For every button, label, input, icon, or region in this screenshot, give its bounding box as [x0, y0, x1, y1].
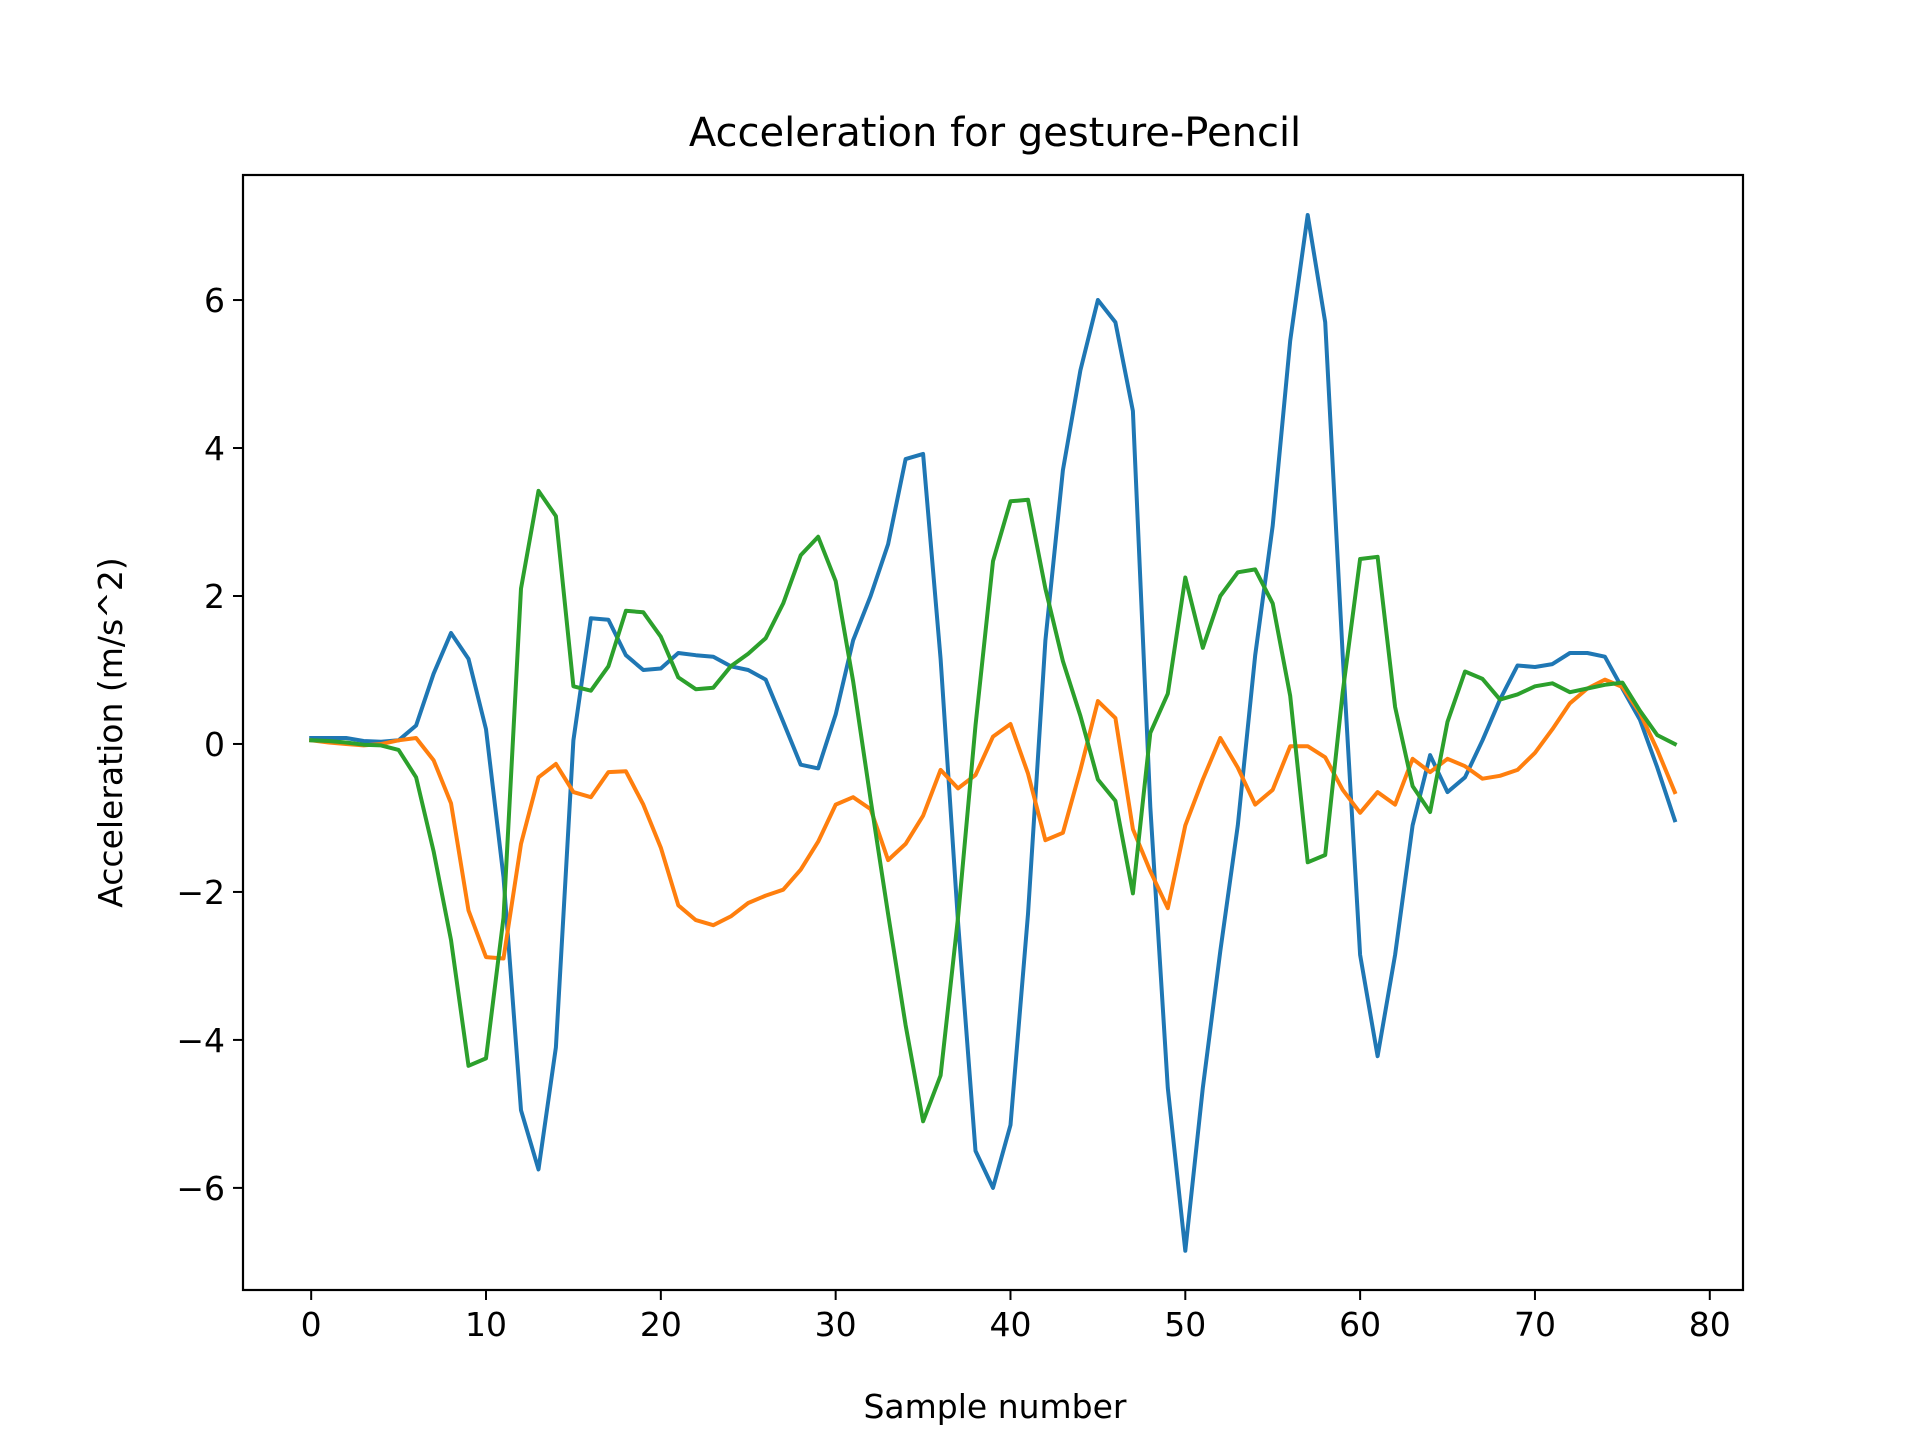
y-tick-label: 4 [204, 429, 225, 468]
x-tick-label: 70 [1514, 1305, 1556, 1344]
x-tick-label: 50 [1164, 1305, 1206, 1344]
y-tick-label: −4 [176, 1021, 225, 1060]
y-tick-label: 0 [204, 725, 225, 764]
x-tick-label: 80 [1689, 1305, 1731, 1344]
x-tick-label: 40 [989, 1305, 1031, 1344]
series-line-3 [309, 488, 1678, 1124]
x-tick-label: 60 [1339, 1305, 1381, 1344]
x-tick-label: 20 [640, 1305, 682, 1344]
x-axis-title: Sample number [863, 1387, 1126, 1426]
x-tick-label: 10 [465, 1305, 507, 1344]
plot-area-frame [241, 173, 1745, 1292]
x-tick-label: 0 [301, 1305, 322, 1344]
series-line-2 [308, 677, 1678, 961]
series-line-1 [309, 213, 1678, 1253]
y-tick-label: −2 [176, 873, 225, 912]
x-axis: 0 10 20 30 40 50 60 70 80 [301, 1290, 1731, 1344]
y-tick-label: −6 [176, 1169, 225, 1208]
chart-title: Acceleration for gesture-Pencil [689, 110, 1301, 156]
y-tick-label: 2 [204, 577, 225, 616]
x-tick-label: 30 [815, 1305, 857, 1344]
y-axis: −6 −4 −2 0 2 4 6 [176, 281, 243, 1208]
y-axis-title: Acceleration (m/s^2) [91, 557, 130, 907]
y-tick-label: 6 [204, 281, 225, 320]
series-layer [308, 213, 1678, 1253]
